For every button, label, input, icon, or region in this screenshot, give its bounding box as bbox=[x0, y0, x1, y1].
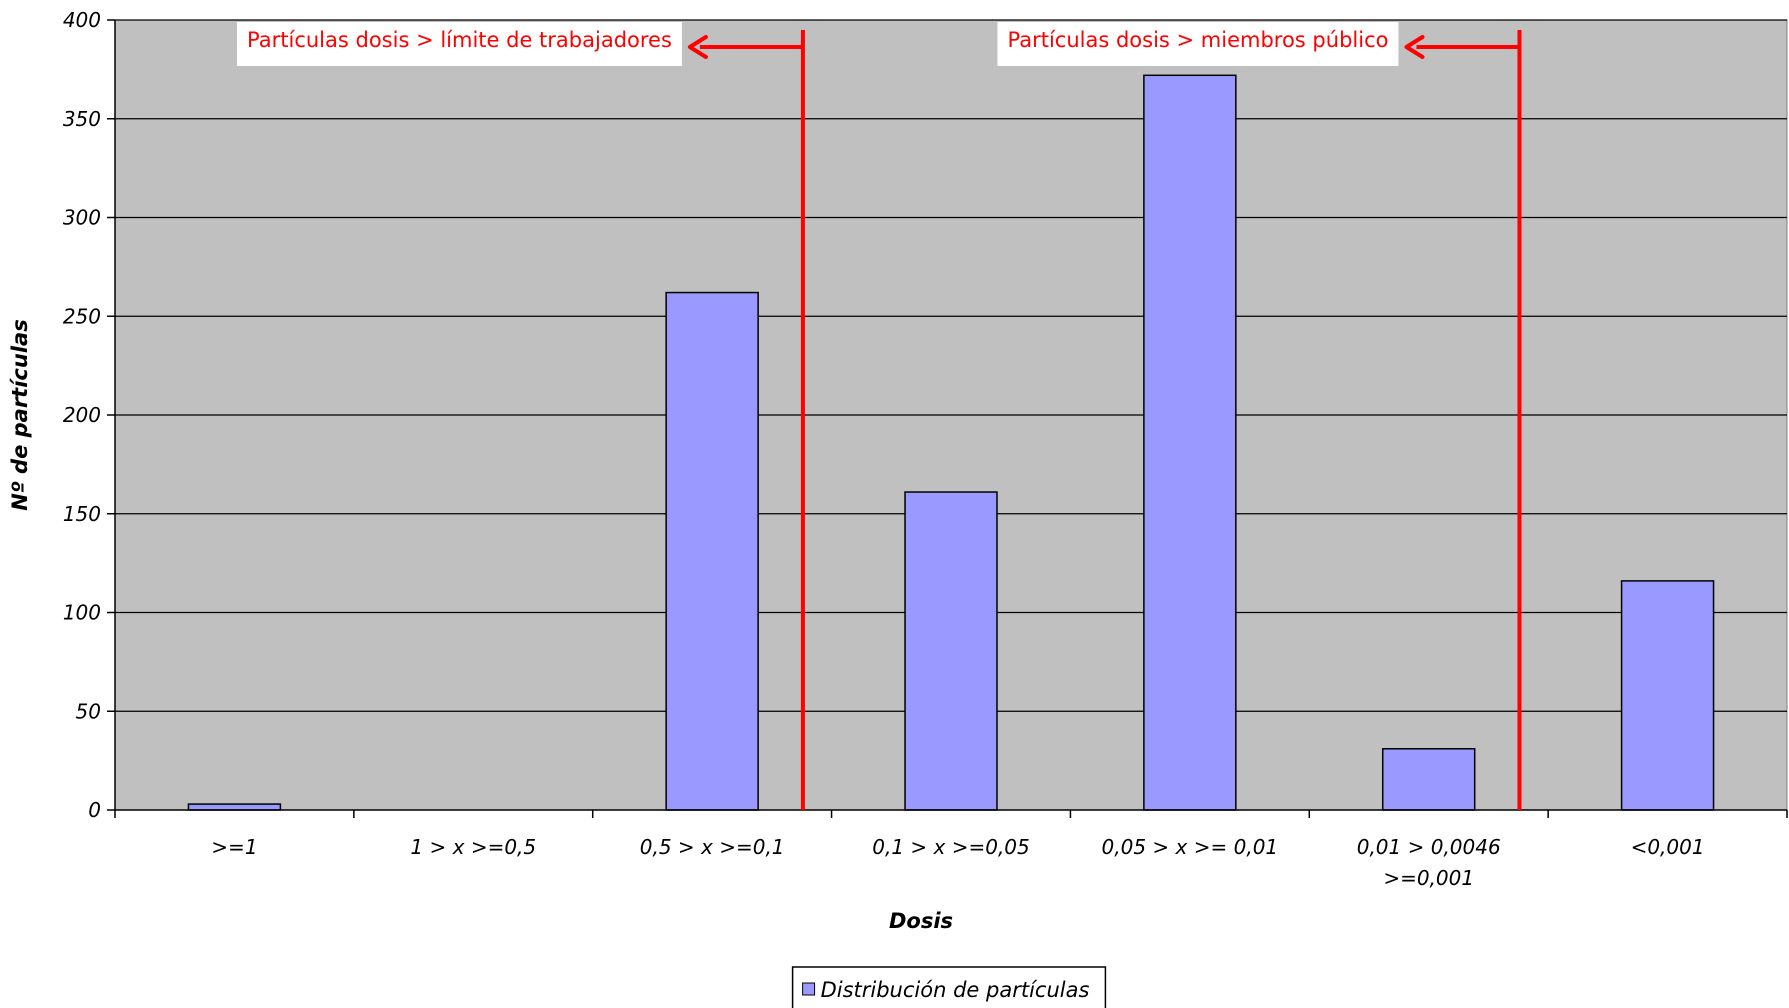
bar-5 bbox=[1381, 748, 1476, 811]
legend-label: Distribución de partículas bbox=[821, 978, 1090, 1002]
legend-swatch bbox=[802, 982, 816, 996]
x-tick-label-6: <0,001 bbox=[1631, 835, 1705, 859]
y-tick-label-100: 100 bbox=[63, 601, 101, 625]
bar-2 bbox=[665, 291, 759, 811]
y-axis-title: Nº de partículas bbox=[8, 319, 32, 510]
bar-3 bbox=[904, 491, 998, 811]
annotation-arrowhead-0 bbox=[687, 35, 708, 59]
annotation-label-1: Partículas dosis > miembros público bbox=[1007, 28, 1388, 52]
annotation-box-0 bbox=[237, 22, 682, 66]
legend-box bbox=[791, 966, 1107, 1008]
x-tick-label-5-line-1: >=0,001 bbox=[1383, 866, 1474, 890]
x-tick-label-4: 0,05 > x >= 0,01 bbox=[1102, 835, 1279, 859]
axes bbox=[107, 19, 1788, 818]
y-tick-label-400: 400 bbox=[63, 8, 101, 32]
y-tick-labels: 0 50 100 150 200 250 300 350 400 bbox=[63, 8, 101, 822]
x-axis-title: Dosis bbox=[889, 909, 953, 933]
x-tick-label-1: 1 > x >=0,5 bbox=[410, 835, 536, 859]
annotation-box-1 bbox=[997, 22, 1399, 66]
y-tick-label-300: 300 bbox=[63, 206, 101, 230]
x-tick-label-0: >=1 bbox=[211, 835, 257, 859]
x-tick-labels: >=1 1 > x >=0,5 0,5 > x >=0,1 0,1 > x >=0,0… bbox=[211, 835, 1704, 890]
y-tick-label-50: 50 bbox=[76, 699, 101, 723]
x-tick-label-3: 0,1 > x >=0,05 bbox=[872, 835, 1030, 859]
y-tick-label-250: 250 bbox=[63, 304, 101, 328]
x-tick-label-5-line-0: 0,01 > 0,0046 bbox=[1357, 835, 1501, 859]
bar-6 bbox=[1620, 580, 1715, 811]
bars bbox=[187, 74, 1715, 811]
legend: Distribución de partículas bbox=[791, 966, 1107, 1008]
annotation-arrowhead-1 bbox=[1404, 35, 1425, 59]
bar-4 bbox=[1143, 74, 1237, 811]
y-tick-label-200: 200 bbox=[63, 403, 101, 427]
x-tick-label-2: 0,5 > x >=0,1 bbox=[640, 835, 785, 859]
y-tick-label-350: 350 bbox=[63, 107, 101, 131]
bar-0 bbox=[187, 803, 282, 811]
annotations: Partículas dosis > límite de trabajadore… bbox=[237, 22, 1522, 810]
y-tick-label-150: 150 bbox=[63, 502, 101, 526]
y-tick-label-0: 0 bbox=[88, 798, 101, 822]
annotation-label-0: Partículas dosis > límite de trabajadore… bbox=[247, 28, 672, 52]
